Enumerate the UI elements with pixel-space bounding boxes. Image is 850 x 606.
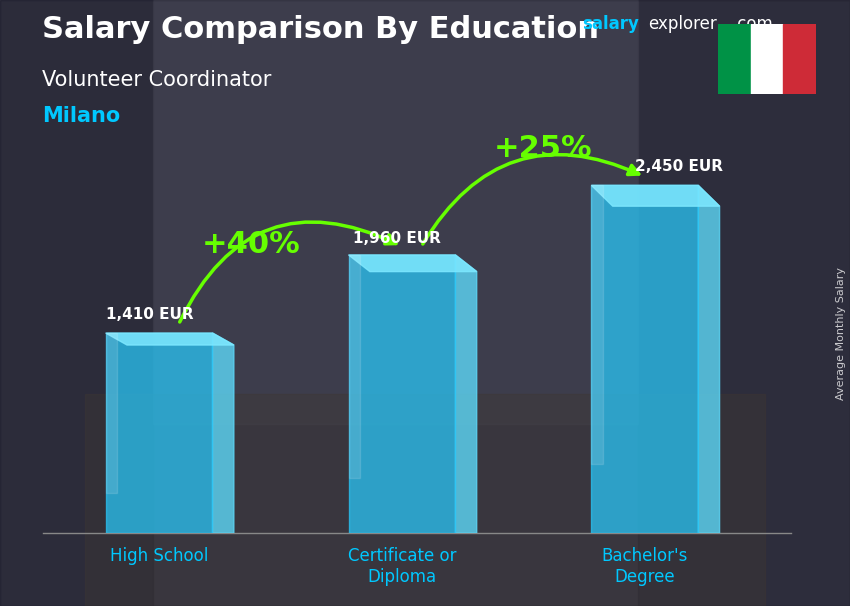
- Text: Average Monthly Salary: Average Monthly Salary: [836, 267, 846, 400]
- Bar: [751, 24, 784, 94]
- Bar: [153, 0, 638, 424]
- Text: salary: salary: [582, 15, 639, 33]
- Text: Milano: Milano: [42, 106, 121, 126]
- Bar: [592, 185, 698, 533]
- Bar: [718, 24, 751, 94]
- Polygon shape: [348, 255, 360, 478]
- Text: 1,960 EUR: 1,960 EUR: [353, 231, 441, 247]
- Text: 1,410 EUR: 1,410 EUR: [105, 307, 193, 322]
- Polygon shape: [698, 185, 720, 533]
- Bar: [0, 0, 153, 606]
- Polygon shape: [592, 185, 603, 464]
- Text: Volunteer Coordinator: Volunteer Coordinator: [42, 70, 272, 90]
- Bar: [348, 255, 456, 533]
- Bar: [85, 394, 765, 606]
- Polygon shape: [456, 255, 477, 533]
- Polygon shape: [105, 333, 234, 345]
- Text: Salary Comparison By Education: Salary Comparison By Education: [42, 15, 599, 44]
- Text: +25%: +25%: [494, 134, 592, 163]
- Text: .com: .com: [733, 15, 774, 33]
- Text: 2,450 EUR: 2,450 EUR: [635, 159, 722, 174]
- Bar: [638, 0, 850, 606]
- Text: +40%: +40%: [202, 230, 301, 259]
- Polygon shape: [105, 333, 117, 493]
- Text: explorer: explorer: [648, 15, 717, 33]
- Polygon shape: [592, 185, 720, 206]
- Polygon shape: [212, 333, 234, 533]
- Bar: [105, 333, 212, 533]
- Polygon shape: [348, 255, 477, 271]
- Bar: [784, 24, 816, 94]
